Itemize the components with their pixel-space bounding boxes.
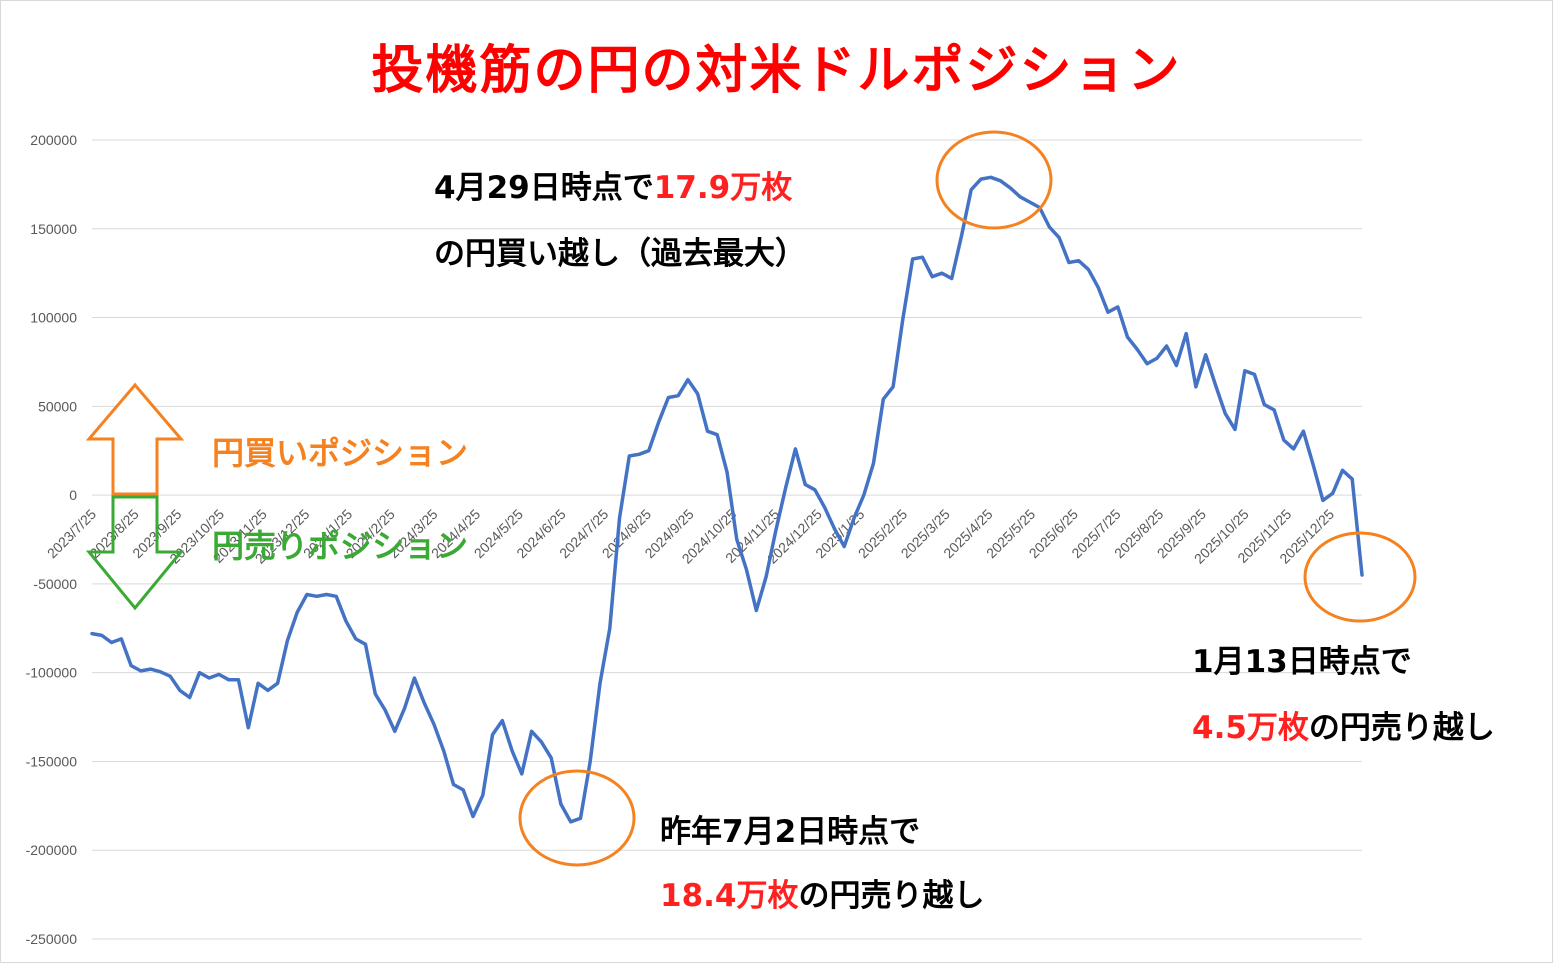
latest-value-text: 4.5万枚 (1192, 710, 1309, 746)
y-tick-label: -50000 (33, 576, 77, 592)
peak-date-text: 4月29日時点で (434, 170, 654, 206)
y-tick-label: 150000 (30, 221, 77, 237)
legend-buy-label: 円買いポジション (212, 434, 469, 472)
y-axis-ticks: 200000 150000 100000 50000 0 -50000 -100000 -15… (26, 132, 78, 947)
y-tick-label: 50000 (38, 398, 77, 414)
latest-annotation-line1: 1月13日時点で (1192, 644, 1412, 680)
chart-title: 投機筋の円の対米ドルポジション (371, 41, 1182, 101)
y-tick-label: -200000 (26, 842, 78, 858)
peak-value-text: 17.9万枚 (653, 170, 793, 206)
peak-highlight-circle (935, 130, 1053, 230)
y-tick-label: 0 (69, 487, 77, 503)
grid-lines (92, 139, 1362, 940)
low-annotation-line1: 昨年7月2日時点で (660, 814, 921, 850)
y-tick-label: 200000 (30, 132, 77, 148)
y-tick-label: -100000 (26, 665, 78, 681)
low-highlight-circle (518, 769, 636, 867)
up-arrow-icon (85, 382, 185, 496)
low-annotation-line2: 18.4万枚の円売り越し (660, 870, 985, 915)
y-tick-label: 100000 (30, 310, 77, 326)
low-suffix-text: の円売り越し (798, 878, 985, 914)
latest-annotation-line2: 4.5万枚の円売り越し (1192, 702, 1495, 747)
latest-highlight-circle (1303, 531, 1417, 623)
peak-annotation-line2: の円買い越し（過去最大） (434, 236, 806, 272)
down-arrow-icon (85, 495, 185, 611)
latest-suffix-text: の円売り越し (1308, 710, 1495, 746)
legend-sell-label: 円売りポジション (212, 527, 469, 565)
y-tick-label: -250000 (26, 931, 78, 947)
y-tick-label: -150000 (26, 753, 78, 769)
series-polyline (90, 175, 1364, 824)
peak-annotation-line1: 4月29日時点で17.9万枚 (434, 162, 792, 207)
series-line (90, 175, 1364, 824)
low-value-text: 18.4万枚 (660, 878, 799, 914)
